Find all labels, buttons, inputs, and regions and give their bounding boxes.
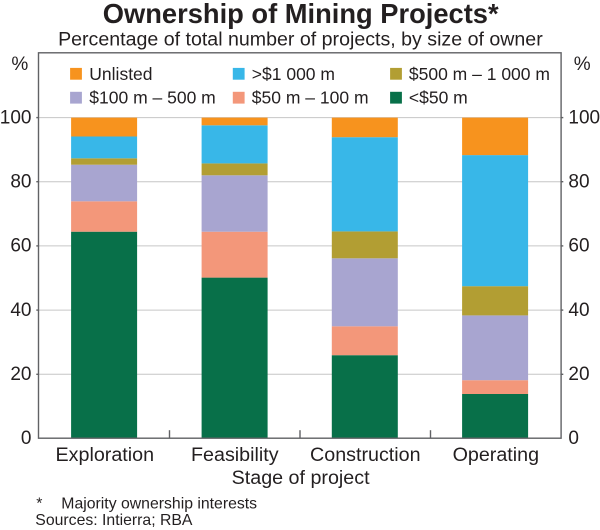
svg-text:20: 20: [568, 364, 589, 385]
svg-text:100: 100: [0, 107, 32, 128]
svg-text:20: 20: [10, 364, 31, 385]
svg-text:40: 40: [10, 300, 31, 321]
svg-text:Sources: Intierra; RBA: Sources: Intierra; RBA: [35, 512, 193, 529]
svg-text:Exploration: Exploration: [56, 444, 155, 466]
svg-text:60: 60: [568, 236, 589, 257]
svg-text:40: 40: [568, 300, 589, 321]
svg-text:%: %: [574, 54, 591, 75]
svg-text:80: 80: [10, 171, 31, 192]
svg-text:$100 m – 500 m: $100 m – 500 m: [89, 88, 215, 108]
svg-text:>$1 000 m: >$1 000 m: [252, 64, 335, 84]
svg-text:60: 60: [10, 236, 31, 257]
svg-text:Operating: Operating: [453, 444, 539, 466]
svg-text:Ownership of Mining Projects*: Ownership of Mining Projects*: [103, 0, 499, 29]
svg-text:80: 80: [568, 171, 589, 192]
svg-text:Stage of project: Stage of project: [232, 467, 370, 489]
svg-text:Construction: Construction: [310, 444, 421, 466]
svg-text:$50 m – 100 m: $50 m – 100 m: [252, 88, 369, 108]
svg-text:Unlisted: Unlisted: [89, 64, 152, 84]
svg-text:100: 100: [568, 107, 600, 128]
svg-text:0: 0: [568, 428, 579, 449]
svg-text:0: 0: [21, 428, 32, 449]
svg-text:$500 m – 1 000 m: $500 m – 1 000 m: [409, 64, 550, 84]
svg-text:Majority ownership interests: Majority ownership interests: [61, 496, 257, 513]
svg-text:%: %: [11, 54, 28, 75]
svg-text:<$50 m: <$50 m: [409, 88, 468, 108]
svg-text:Percentage of total number of: Percentage of total number of projects, …: [58, 28, 543, 50]
svg-text:Feasibility: Feasibility: [191, 444, 279, 466]
svg-text:*: *: [36, 496, 42, 513]
